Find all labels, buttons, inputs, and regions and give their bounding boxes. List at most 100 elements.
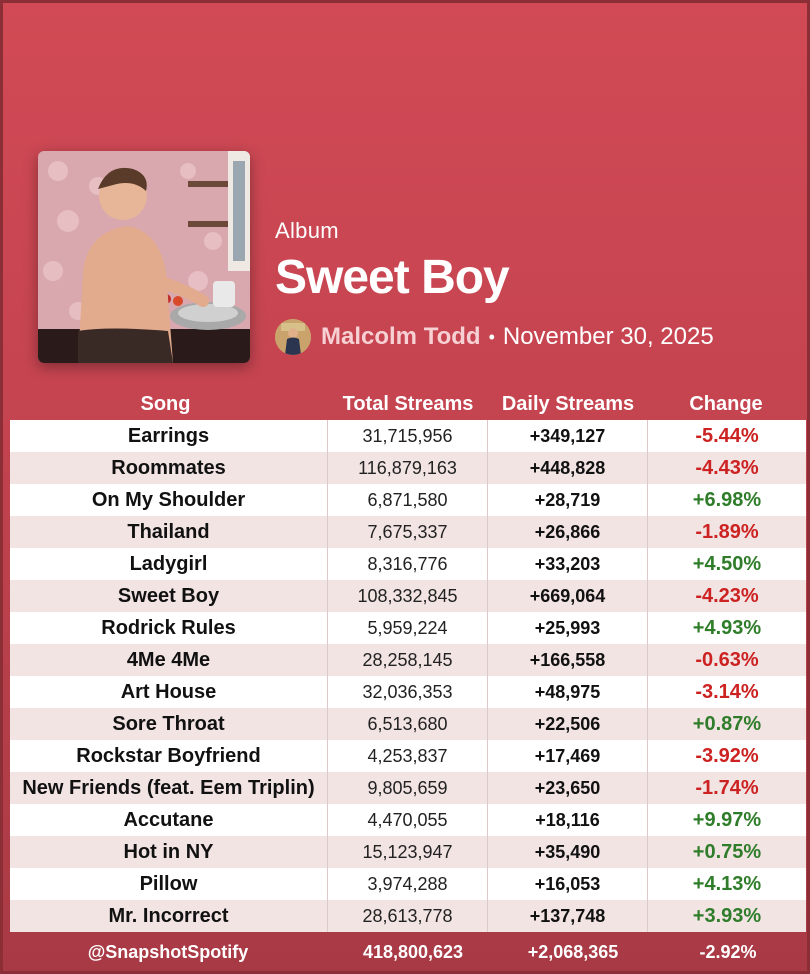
artist-name[interactable]: Malcolm Todd <box>321 323 481 350</box>
total-streams-cell: 6,513,680 <box>328 708 488 740</box>
total-streams-cell: 9,805,659 <box>328 772 488 804</box>
byline-separator: • <box>488 326 495 347</box>
total-streams-cell: 28,613,778 <box>328 900 488 932</box>
change-cell: +3.93% <box>692 904 762 927</box>
song-cell: Rodrick Rules <box>10 612 328 644</box>
footer-total-streams: 418,800,623 <box>362 941 464 962</box>
daily-streams-cell: +166,558 <box>488 644 648 676</box>
daily-streams-cell: +28,719 <box>488 484 648 516</box>
daily-streams-cell: +23,650 <box>488 772 648 804</box>
daily-streams-cell: +16,053 <box>488 868 648 900</box>
change-cell: -5.44% <box>695 424 759 447</box>
song-cell: Earrings <box>10 420 328 452</box>
change-cell: -0.63% <box>695 648 759 671</box>
change-cell: +4.13% <box>692 872 762 895</box>
change-cell: -4.43% <box>695 456 759 479</box>
table-row[interactable]: Mr. Incorrect 28,613,778 +137,748 +3.93% <box>10 900 806 932</box>
daily-streams-cell: +18,116 <box>488 804 648 836</box>
table-row[interactable]: 4Me 4Me 28,258,145 +166,558 -0.63% <box>10 644 806 676</box>
total-streams-cell: 4,470,055 <box>328 804 488 836</box>
daily-streams-cell: +22,506 <box>488 708 648 740</box>
change-cell: +4.93% <box>692 616 762 639</box>
footer-handle: @SnapshotSpotify <box>87 941 249 962</box>
song-cell: Ladygirl <box>10 548 328 580</box>
song-cell: Hot in NY <box>10 836 328 868</box>
song-cell: Sore Throat <box>10 708 328 740</box>
column-daily-streams: Daily Streams <box>501 392 635 415</box>
table-row[interactable]: Accutane 4,470,055 +18,116 +9.97% <box>10 804 806 836</box>
album-meta: Album Sweet Boy Malcolm Todd • November … <box>275 218 714 355</box>
change-cell: -3.92% <box>695 744 759 767</box>
total-streams-cell: 28,258,145 <box>328 644 488 676</box>
table-row[interactable]: Sore Throat 6,513,680 +22,506 +0.87% <box>10 708 806 740</box>
table-row[interactable]: On My Shoulder 6,871,580 +28,719 +6.98% <box>10 484 806 516</box>
daily-streams-cell: +137,748 <box>488 900 648 932</box>
column-total-streams: Total Streams <box>342 392 474 415</box>
daily-streams-cell: +35,490 <box>488 836 648 868</box>
table-row[interactable]: Hot in NY 15,123,947 +35,490 +0.75% <box>10 836 806 868</box>
total-streams-cell: 8,316,776 <box>328 548 488 580</box>
table-row[interactable]: Roommates 116,879,163 +448,828 -4.43% <box>10 452 806 484</box>
change-cell: +9.97% <box>692 808 762 831</box>
album-title: Sweet Boy <box>275 251 510 304</box>
total-streams-cell: 7,675,337 <box>328 516 488 548</box>
daily-streams-cell: +48,975 <box>488 676 648 708</box>
change-cell: +4.50% <box>692 552 762 575</box>
change-cell: +0.87% <box>692 712 762 735</box>
song-cell: Sweet Boy <box>10 580 328 612</box>
song-cell: On My Shoulder <box>10 484 328 516</box>
change-cell: +6.98% <box>692 488 762 511</box>
total-streams-cell: 4,253,837 <box>328 740 488 772</box>
artist-avatar-image <box>275 319 311 355</box>
total-streams-cell: 32,036,353 <box>328 676 488 708</box>
song-cell: Accutane <box>10 804 328 836</box>
artist-avatar[interactable] <box>275 319 311 355</box>
daily-streams-cell: +33,203 <box>488 548 648 580</box>
song-cell: Mr. Incorrect <box>10 900 328 932</box>
streams-table: Earrings 31,715,956 +349,127 -5.44% Roommate… <box>10 420 806 932</box>
total-streams-cell: 108,332,845 <box>328 580 488 612</box>
total-streams-cell: 116,879,163 <box>328 452 488 484</box>
album-header: Album Sweet Boy Malcolm Todd • November … <box>3 3 807 415</box>
daily-streams-cell: +17,469 <box>488 740 648 772</box>
table-row[interactable]: Pillow 3,974,288 +16,053 +4.13% <box>10 868 806 900</box>
daily-streams-cell: +448,828 <box>488 452 648 484</box>
change-cell: -4.23% <box>695 584 759 607</box>
table-row[interactable]: Art House 32,036,353 +48,975 -3.14% <box>10 676 806 708</box>
daily-streams-cell: +349,127 <box>488 420 648 452</box>
table-row[interactable]: Sweet Boy 108,332,845 +669,064 -4.23% <box>10 580 806 612</box>
song-cell: Thailand <box>10 516 328 548</box>
daily-streams-cell: +669,064 <box>488 580 648 612</box>
total-streams-cell: 31,715,956 <box>328 420 488 452</box>
total-streams-cell: 6,871,580 <box>328 484 488 516</box>
table-row[interactable]: Ladygirl 8,316,776 +33,203 +4.50% <box>10 548 806 580</box>
column-song: Song <box>140 392 191 415</box>
song-cell: Rockstar Boyfriend <box>10 740 328 772</box>
table-header: Song Total Streams Daily Streams Change <box>3 389 807 419</box>
column-change: Change <box>689 392 763 415</box>
daily-streams-cell: +26,866 <box>488 516 648 548</box>
footer-daily-streams: +2,068,365 <box>527 941 619 962</box>
song-cell: New Friends (feat. Eem Triplin) <box>10 772 328 804</box>
footer-change: -2.92% <box>699 941 757 962</box>
total-streams-cell: 5,959,224 <box>328 612 488 644</box>
table-row[interactable]: Thailand 7,675,337 +26,866 -1.89% <box>10 516 806 548</box>
song-cell: Art House <box>10 676 328 708</box>
song-cell: Pillow <box>10 868 328 900</box>
album-cover[interactable] <box>38 151 250 363</box>
album-kind-label: Album <box>275 218 339 243</box>
table-row[interactable]: Rockstar Boyfriend 4,253,837 +17,469 -3.92% <box>10 740 806 772</box>
snapshot-date: November 30, 2025 <box>502 323 714 350</box>
album-cover-art <box>38 151 250 363</box>
song-cell: Roommates <box>10 452 328 484</box>
table-row[interactable]: New Friends (feat. Eem Triplin) 9,805,659… <box>10 772 806 804</box>
change-cell: -1.74% <box>695 776 759 799</box>
total-streams-cell: 15,123,947 <box>328 836 488 868</box>
daily-streams-cell: +25,993 <box>488 612 648 644</box>
change-cell: -3.14% <box>695 680 759 703</box>
total-streams-cell: 3,974,288 <box>328 868 488 900</box>
table-row[interactable]: Rodrick Rules 5,959,224 +25,993 +4.93% <box>10 612 806 644</box>
table-row[interactable]: Earrings 31,715,956 +349,127 -5.44% <box>10 420 806 452</box>
change-cell: +0.75% <box>692 840 762 863</box>
